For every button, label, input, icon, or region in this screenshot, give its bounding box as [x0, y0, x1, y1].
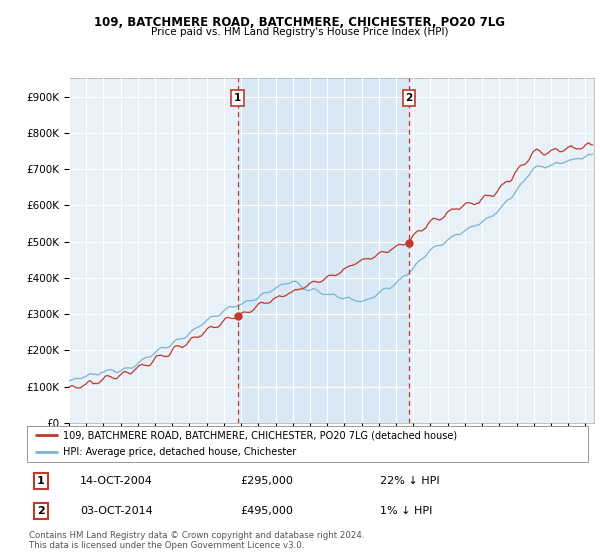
Text: £495,000: £495,000 — [240, 506, 293, 516]
Text: HPI: Average price, detached house, Chichester: HPI: Average price, detached house, Chic… — [64, 447, 297, 457]
Text: 2: 2 — [37, 506, 45, 516]
Text: Price paid vs. HM Land Registry's House Price Index (HPI): Price paid vs. HM Land Registry's House … — [151, 27, 449, 37]
Text: Contains HM Land Registry data © Crown copyright and database right 2024.
This d: Contains HM Land Registry data © Crown c… — [29, 531, 364, 550]
Text: 109, BATCHMERE ROAD, BATCHMERE, CHICHESTER, PO20 7LG (detached house): 109, BATCHMERE ROAD, BATCHMERE, CHICHEST… — [64, 431, 458, 440]
Text: £295,000: £295,000 — [240, 476, 293, 486]
Text: 1: 1 — [234, 93, 241, 103]
Text: 109, BATCHMERE ROAD, BATCHMERE, CHICHESTER, PO20 7LG: 109, BATCHMERE ROAD, BATCHMERE, CHICHEST… — [95, 16, 505, 29]
Text: 1: 1 — [37, 476, 45, 486]
Text: 2: 2 — [406, 93, 413, 103]
Text: 14-OCT-2004: 14-OCT-2004 — [80, 476, 153, 486]
Text: 1% ↓ HPI: 1% ↓ HPI — [380, 506, 433, 516]
Text: 03-OCT-2014: 03-OCT-2014 — [80, 506, 153, 516]
Text: 22% ↓ HPI: 22% ↓ HPI — [380, 476, 440, 486]
Bar — [238, 78, 409, 423]
